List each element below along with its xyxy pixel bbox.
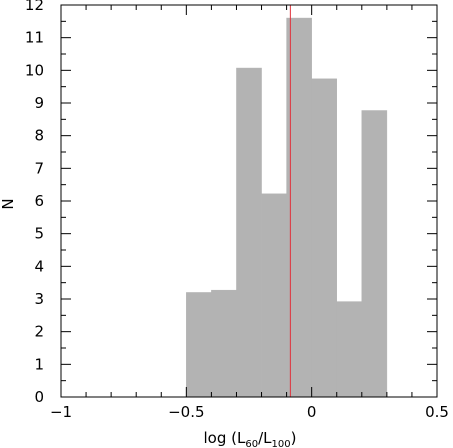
x-axis-label-mid: /L xyxy=(258,429,272,447)
y-tick-label: 11 xyxy=(25,29,44,47)
histogram-bar-4 xyxy=(261,193,287,398)
y-tick-label: 5 xyxy=(34,225,44,243)
x-axis-label: log (L60/L100) xyxy=(204,429,297,448)
x-tick-label: −0.5 xyxy=(168,403,204,421)
histogram-bars xyxy=(186,17,388,398)
y-tick-label: 7 xyxy=(34,159,44,177)
x-tick-label: 0 xyxy=(307,403,317,421)
axis-ticks xyxy=(60,4,438,398)
x-axis-label-sub1: 60 xyxy=(245,439,258,448)
y-axis-label: N xyxy=(0,198,17,209)
histogram-bar-3 xyxy=(236,67,262,398)
y-tick-label: 0 xyxy=(34,388,44,406)
y-tick-label: 3 xyxy=(34,290,44,308)
y-tick-label: 4 xyxy=(34,257,44,275)
histogram-bar-8 xyxy=(361,110,388,398)
y-tick-label: 10 xyxy=(25,61,44,79)
y-tick-label: 2 xyxy=(34,323,44,341)
y-tick-label: 6 xyxy=(34,192,44,210)
y-tick-label: 1 xyxy=(34,355,44,373)
x-tick-labels: −1 −0.5 0 0.5 xyxy=(50,403,449,421)
x-tick-label: 0.5 xyxy=(425,403,449,421)
y-tick-label: 8 xyxy=(34,127,44,145)
y-tick-label: 12 xyxy=(25,0,44,14)
x-axis-label-sub2: 100 xyxy=(272,439,291,448)
x-tick-label: −1 xyxy=(50,403,72,421)
y-tick-label: 9 xyxy=(34,94,44,112)
x-axis-label-suffix: ) xyxy=(291,429,297,447)
x-axis-label-prefix: log (L xyxy=(204,429,246,447)
histogram-bar-7 xyxy=(336,301,363,398)
histogram-bar-2 xyxy=(211,289,237,398)
histogram-bar-6 xyxy=(311,78,337,398)
histogram-bar-1 xyxy=(186,292,212,398)
